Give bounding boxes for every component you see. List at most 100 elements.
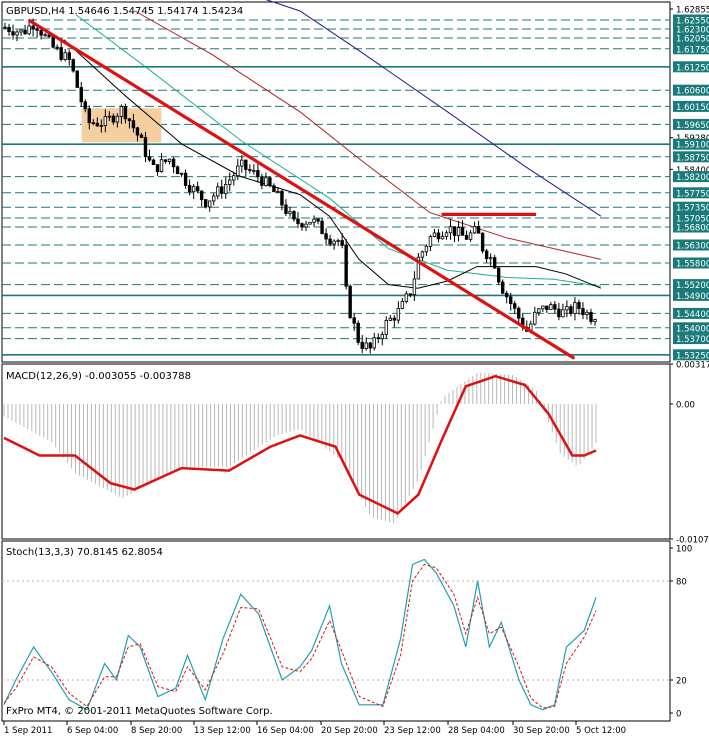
price-tick-box-13 (673, 171, 709, 183)
candle-138 (557, 302, 561, 321)
candle-body-138 (557, 308, 561, 318)
candle-body-0 (3, 26, 7, 29)
macd-tick-label-1: 0.00 (676, 400, 695, 410)
candle-54 (220, 179, 224, 199)
price-tick-box-17 (673, 221, 709, 233)
price-tick-label-18: 1.56300 (676, 242, 709, 252)
price-tick-11: 1.58750 (673, 151, 709, 163)
candle-65 (264, 172, 268, 187)
candle-body-10 (43, 34, 47, 37)
candle-133 (537, 307, 541, 316)
price-tick-label-12: 1.58400 (676, 166, 709, 176)
candle-body-80 (324, 233, 328, 240)
price-tick-7: 1.60150 (673, 100, 709, 113)
copyright-label: FxPro MT4, © 2001-2011 MetaQuotes Softwa… (6, 706, 273, 717)
candle-128 (517, 306, 521, 325)
candle-81 (328, 234, 332, 247)
candle-body-69 (280, 190, 284, 206)
candle-body-1 (7, 26, 11, 33)
candle-body-52 (212, 195, 216, 202)
candle-body-5 (23, 29, 27, 35)
candle-42 (171, 156, 176, 174)
candle-body-91 (368, 342, 372, 349)
candle-99 (400, 297, 405, 310)
price-panel (1, 1, 671, 363)
candle-74 (300, 222, 304, 231)
candle-body-110 (444, 232, 449, 237)
candle-69 (280, 189, 284, 211)
candle-body-104 (420, 251, 425, 258)
candle-body-107 (432, 232, 437, 237)
candle-body-75 (304, 223, 308, 228)
candle-34 (139, 132, 144, 138)
candle-body-134 (541, 305, 545, 310)
candle-114 (460, 220, 465, 236)
candle-16 (67, 49, 71, 66)
candle-56 (228, 172, 232, 192)
price-tick-25: 1.53250 (673, 349, 709, 361)
candle-57 (232, 171, 236, 186)
price-tick-20: 1.55200 (673, 279, 709, 291)
price-tick-box-2 (673, 23, 709, 35)
candle-52 (212, 192, 216, 206)
candle-body-27 (111, 115, 116, 123)
candle-40 (163, 159, 168, 164)
candle-72 (292, 210, 296, 222)
candle-70 (284, 199, 288, 216)
candle-body-123 (496, 267, 501, 283)
candle-body-85 (344, 244, 348, 287)
candle-117 (472, 221, 477, 235)
price-tick-label-24: 1.53700 (676, 335, 709, 345)
candle-96 (388, 315, 393, 322)
candle-body-146 (589, 311, 593, 323)
candle-body-57 (232, 175, 236, 181)
price-tick-8: 1.59650 (673, 118, 709, 131)
candle-body-78 (316, 218, 320, 222)
candle-body-42 (171, 158, 176, 168)
moving-average-0 (265, 0, 602, 217)
candle-body-11 (47, 34, 51, 37)
price-tick-17: 1.56800 (673, 221, 709, 234)
candle-body-47 (191, 186, 196, 193)
price-tick-label-15: 1.57350 (676, 204, 709, 214)
candle-body-82 (332, 240, 336, 245)
price-tick-23: 1.54000 (673, 322, 709, 334)
price-tick-2: 1.62300 (673, 23, 709, 36)
candle-110 (444, 230, 449, 240)
candle-body-109 (440, 235, 445, 240)
candle-body-31 (127, 118, 132, 122)
candle-body-108 (436, 232, 441, 240)
candle-49 (199, 190, 204, 207)
candle-body-90 (364, 342, 368, 349)
candle-body-121 (488, 257, 493, 260)
candle-body-71 (288, 211, 292, 214)
candle-21 (87, 105, 91, 130)
time-tick-label-1: 6 Sep 04:00 (67, 726, 118, 736)
candle-108 (436, 229, 441, 243)
time-tick-label-9: 5 Oct 12:00 (576, 726, 626, 736)
candle-13 (55, 44, 59, 51)
candle-28 (115, 113, 120, 128)
candle-14 (59, 40, 63, 62)
candle-23 (95, 117, 100, 127)
candle-106 (428, 234, 433, 252)
moving-average-1 (134, 10, 602, 260)
candle-83 (336, 238, 340, 247)
candle-body-99 (400, 301, 405, 309)
candle-body-61 (248, 169, 252, 171)
macd-layer: 0.00317 0.00 -0.01073 (3, 361, 709, 546)
candle-73 (296, 211, 300, 229)
time-tick-label-5: 20 Sep 20:00 (321, 726, 378, 736)
candle-body-117 (472, 226, 477, 234)
candle-61 (248, 164, 252, 174)
candle-77 (312, 215, 316, 227)
stoch-tick-label-1: 80 (676, 578, 687, 588)
time-tick-label-4: 16 Sep 04:00 (257, 726, 314, 736)
candle-100 (404, 291, 409, 304)
candle-25 (103, 109, 108, 133)
candle-132 (533, 306, 537, 326)
price-tick-box-11 (673, 151, 709, 163)
price-tick-22: 1.54400 (673, 307, 709, 320)
candle-body-60 (244, 159, 248, 170)
time-tick-label-7: 28 Sep 04:00 (448, 726, 505, 736)
